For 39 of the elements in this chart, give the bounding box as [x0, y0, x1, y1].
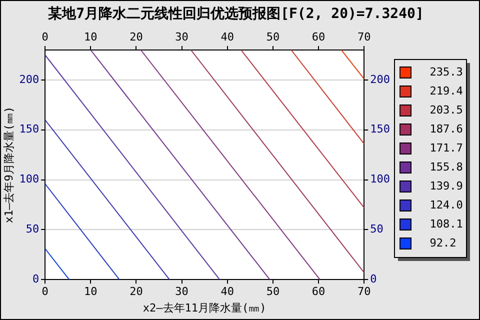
x2-tick-label: 60 [312, 30, 326, 44]
x-tick-label: 60 [312, 285, 326, 298]
legend-label: 124.0 [416, 198, 463, 212]
legend-label: 187.6 [416, 122, 463, 136]
x-tick-label: 10 [84, 285, 98, 298]
chart-title: 某地7月降水二元线性回归优选预报图[F(2, 20)=7.3240] [47, 6, 424, 22]
x-tick-label: 30 [175, 285, 188, 298]
x2-tick-label: 0 [42, 30, 48, 44]
y2-tick-label: 50 [370, 222, 384, 236]
legend-label: 108.1 [416, 217, 463, 230]
x2-tick-label: 20 [130, 30, 143, 44]
y2-tick-label: 200 [370, 72, 390, 86]
y-tick-label: 0 [32, 272, 40, 286]
y-tick-label: 200 [19, 72, 40, 86]
legend-label: 139.9 [416, 179, 463, 192]
legend-label: 219.4 [416, 84, 464, 98]
y-tick-label: 100 [19, 172, 40, 186]
y2-tick-label: 150 [370, 122, 390, 136]
legend-label: 235.3 [416, 65, 463, 78]
x-tick-label: 50 [266, 285, 280, 298]
x-tick-label: 0 [42, 285, 48, 298]
x2-tick-label: 30 [175, 30, 188, 44]
y2-tick-label: 0 [370, 272, 377, 286]
y-tick-label: 50 [26, 222, 40, 236]
x2-tick-label: 70 [358, 30, 371, 44]
y-tick-label: 150 [19, 122, 40, 136]
y2-tick-label: 100 [370, 172, 390, 186]
legend-label: 155.8 [416, 160, 463, 174]
x-tick-label: 70 [358, 285, 371, 298]
legend-label: 171.7 [416, 141, 463, 154]
x-axis-title: x2—去年11月降水量(㎜) [142, 301, 266, 314]
x-tick-label: 40 [220, 285, 234, 298]
x2-tick-label: 40 [220, 30, 234, 44]
legend-label: 203.5 [416, 103, 463, 116]
legend-label: 92.2 [416, 236, 456, 250]
y-axis-title: x1—去年9月降水量(㎜) [2, 106, 16, 224]
x2-tick-label: 10 [84, 30, 98, 44]
x-tick-label: 20 [130, 285, 143, 298]
x2-tick-label: 50 [266, 30, 280, 44]
